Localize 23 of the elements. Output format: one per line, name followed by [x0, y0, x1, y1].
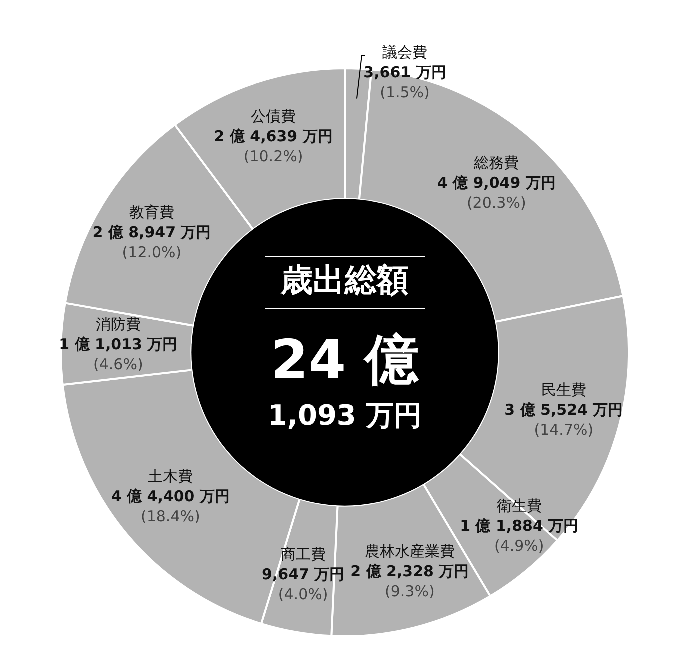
slice-label: 民生費 — [541, 381, 586, 400]
text: 歳出総額 — [280, 260, 409, 299]
slice-label: 教育費 — [129, 204, 174, 222]
slice-label: 農林水産業費 — [364, 542, 455, 560]
data-label: 2 億 8,947 万円 (12.0%) — [92, 224, 212, 262]
slice-label: 土木費 — [148, 467, 194, 486]
data-label: 1 億 1,884 万円 (4.9%) — [460, 516, 579, 555]
data-label: 2 億 2,328 万円 (9.3%) — [350, 562, 470, 600]
slice-label: 衛生費 — [496, 496, 542, 515]
slice-label: 消防費 — [96, 316, 141, 334]
slice-label: 総務費 — [473, 154, 520, 172]
data-label: 9,647 万円 (4.0%) — [262, 566, 345, 604]
data-label: 1 億 1,013 万円 (4.6%) — [59, 336, 178, 374]
data-label: 4 億 9,049 万円 (20.3%) — [437, 174, 556, 212]
slice-label: 商工費 — [280, 546, 326, 564]
slice-label: 議会費 — [382, 43, 428, 62]
data-label: 4 億 4,400 万円 (18.4%) — [111, 487, 230, 526]
data-label: 3 億 5,524 万円 (14.7%) — [504, 401, 624, 440]
data-label: 2 億 4,639 万円 (10.2%) — [214, 127, 333, 166]
text: 24 億 — [271, 328, 420, 392]
text: 1,093 万円 — [268, 398, 422, 432]
data-label: 3,661 万円 (1.5%) — [364, 63, 446, 102]
slice-label: 公債費 — [251, 107, 296, 126]
